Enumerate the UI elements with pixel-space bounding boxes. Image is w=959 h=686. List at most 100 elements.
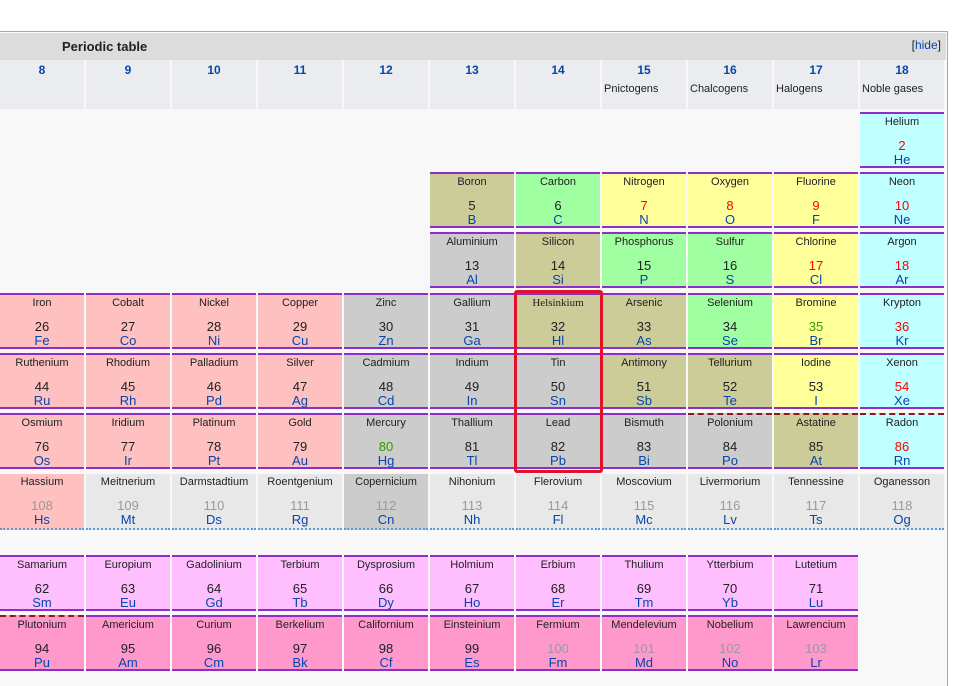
element-cell-fe[interactable]: Iron 26 Fe <box>0 293 84 349</box>
element-cell-o[interactable]: Oxygen 8 O <box>688 172 772 228</box>
group-number-link[interactable]: 13 <box>465 63 479 77</box>
element-cell-n[interactable]: Nitrogen 7 N <box>602 172 686 228</box>
group-number-link[interactable]: 15 <box>637 63 651 77</box>
group-header-cell <box>0 60 84 109</box>
element-cell-am[interactable]: Americium 95 Am <box>86 615 170 671</box>
element-cell-in[interactable]: Indium 49 In <box>430 353 514 409</box>
element-cell-ir[interactable]: Iridium 77 Ir <box>86 413 170 469</box>
atomic-number: 7 <box>640 198 648 213</box>
element-cell-ru[interactable]: Ruthenium 44 Ru <box>0 353 84 409</box>
element-cell-cd[interactable]: Cadmium 48 Cd <box>344 353 428 409</box>
element-cell-tm[interactable]: Thulium 69 Tm <box>602 555 686 611</box>
element-cell-rn[interactable]: Radon 86 Rn <box>860 413 944 469</box>
hide-link[interactable]: hide <box>914 38 938 52</box>
element-cell-ni[interactable]: Nickel 28 Ni <box>172 293 256 349</box>
element-cell-c[interactable]: Carbon 6 C <box>516 172 600 228</box>
element-cell-es[interactable]: Einsteinium 99 Es <box>430 615 514 671</box>
group-number-link[interactable]: 9 <box>124 63 132 77</box>
element-cell-mc[interactable]: Moscovium 115 Mc <box>602 474 686 530</box>
element-cell-sb[interactable]: Antimony 51 Sb <box>602 353 686 409</box>
element-cell-ho[interactable]: Holmium 67 Ho <box>430 555 514 611</box>
element-cell-bi[interactable]: Bismuth 83 Bi <box>602 413 686 469</box>
atomic-number: 27 <box>120 319 136 334</box>
element-cell-no[interactable]: Nobelium 102 No <box>688 615 772 671</box>
element-symbol: Bi <box>638 453 650 468</box>
element-name: Osmium <box>21 417 63 429</box>
element-cell-hg[interactable]: Mercury 80 Hg <box>344 413 428 469</box>
element-cell-tl[interactable]: Thallium 81 Tl <box>430 413 514 469</box>
element-cell-co[interactable]: Cobalt 27 Co <box>86 293 170 349</box>
element-cell-al[interactable]: Aluminium 13 Al <box>430 232 514 288</box>
group-number-link[interactable]: 11 <box>293 63 307 77</box>
element-cell-cn[interactable]: Copernicium 112 Cn <box>344 474 428 530</box>
element-cell-hl[interactable]: Helsinkium 32 Hl <box>516 293 600 349</box>
element-cell-si[interactable]: Silicon 14 Si <box>516 232 600 288</box>
element-cell-xe[interactable]: Xenon 54 Xe <box>860 353 944 409</box>
element-cell-po[interactable]: Polonium 84 Po <box>688 413 772 469</box>
element-cell-er[interactable]: Erbium 68 Er <box>516 555 600 611</box>
element-cell-tb[interactable]: Terbium 65 Tb <box>258 555 342 611</box>
element-cell-f[interactable]: Fluorine 9 F <box>774 172 858 228</box>
element-cell-og[interactable]: Oganesson 118 Og <box>860 474 944 530</box>
element-cell-fl[interactable]: Flerovium 114 Fl <box>516 474 600 530</box>
element-cell-fm[interactable]: Fermium 100 Fm <box>516 615 600 671</box>
element-cell-cm[interactable]: Curium 96 Cm <box>172 615 256 671</box>
group-number-link[interactable]: 14 <box>551 63 565 77</box>
element-cell-cf[interactable]: Californium 98 Cf <box>344 615 428 671</box>
element-cell-kr[interactable]: Krypton 36 Kr <box>860 293 944 349</box>
element-symbol: Eu <box>120 595 136 610</box>
element-cell-p[interactable]: Phosphorus 15 P <box>602 232 686 288</box>
atomic-number: 9 <box>812 198 820 213</box>
element-cell-mt[interactable]: Meitnerium 109 Mt <box>86 474 170 530</box>
element-cell-ne[interactable]: Neon 10 Ne <box>860 172 944 228</box>
element-cell-bk[interactable]: Berkelium 97 Bk <box>258 615 342 671</box>
element-cell-se[interactable]: Selenium 34 Se <box>688 293 772 349</box>
element-cell-ar[interactable]: Argon 18 Ar <box>860 232 944 288</box>
element-cell-cl[interactable]: Chlorine 17 Cl <box>774 232 858 288</box>
element-cell-gd[interactable]: Gadolinium 64 Gd <box>172 555 256 611</box>
element-cell-lr[interactable]: Lawrencium 103 Lr <box>774 615 858 671</box>
element-cell-br[interactable]: Bromine 35 Br <box>774 293 858 349</box>
element-cell-ga[interactable]: Gallium 31 Ga <box>430 293 514 349</box>
element-cell-te[interactable]: Tellurium 52 Te <box>688 353 772 409</box>
element-cell-lv[interactable]: Livermorium 116 Lv <box>688 474 772 530</box>
element-cell-s[interactable]: Sulfur 16 S <box>688 232 772 288</box>
group-number-link[interactable]: 16 <box>723 63 737 77</box>
element-cell-sm[interactable]: Samarium 62 Sm <box>0 555 84 611</box>
element-cell-cu[interactable]: Copper 29 Cu <box>258 293 342 349</box>
group-number-link[interactable]: 10 <box>207 63 221 77</box>
atomic-number: 110 <box>203 498 225 513</box>
element-name: Selenium <box>707 297 753 309</box>
element-cell-hs[interactable]: Hassium 108 Hs <box>0 474 84 530</box>
group-number-link[interactable]: 18 <box>895 63 909 77</box>
element-cell-pd[interactable]: Palladium 46 Pd <box>172 353 256 409</box>
element-cell-md[interactable]: Mendelevium 101 Md <box>602 615 686 671</box>
element-cell-i[interactable]: Iodine 53 I <box>774 353 858 409</box>
element-cell-ag[interactable]: Silver 47 Ag <box>258 353 342 409</box>
group-number-link[interactable]: 8 <box>38 63 46 77</box>
element-cell-rh[interactable]: Rhodium 45 Rh <box>86 353 170 409</box>
element-cell-ts[interactable]: Tennessine 117 Ts <box>774 474 858 530</box>
element-cell-as[interactable]: Arsenic 33 As <box>602 293 686 349</box>
element-cell-zn[interactable]: Zinc 30 Zn <box>344 293 428 349</box>
element-cell-dy[interactable]: Dysprosium 66 Dy <box>344 555 428 611</box>
element-cell-nh[interactable]: Nihonium 113 Nh <box>430 474 514 530</box>
element-cell-b[interactable]: Boron 5 B <box>430 172 514 228</box>
element-cell-lu[interactable]: Lutetium 71 Lu <box>774 555 858 611</box>
element-cell-eu[interactable]: Europium 63 Eu <box>86 555 170 611</box>
group-number-link[interactable]: 17 <box>809 63 823 77</box>
element-cell-at[interactable]: Astatine 85 At <box>774 413 858 469</box>
element-cell-au[interactable]: Gold 79 Au <box>258 413 342 469</box>
group-number-link[interactable]: 12 <box>379 63 393 77</box>
element-cell-os[interactable]: Osmium 76 Os <box>0 413 84 469</box>
element-name: Berkelium <box>275 619 325 631</box>
element-cell-rg[interactable]: Roentgenium 111 Rg <box>258 474 342 530</box>
element-cell-pt[interactable]: Platinum 78 Pt <box>172 413 256 469</box>
element-name: Copper <box>281 297 319 309</box>
element-cell-ds[interactable]: Darmstadtium 110 Ds <box>172 474 256 530</box>
element-cell-pu[interactable]: Plutonium 94 Pu <box>0 615 84 671</box>
element-cell-he[interactable]: Helium 2 He <box>860 112 944 168</box>
element-cell-yb[interactable]: Ytterbium 70 Yb <box>688 555 772 611</box>
element-cell-sn[interactable]: Tin 50 Sn <box>516 353 600 409</box>
element-cell-pb[interactable]: Lead 82 Pb <box>516 413 600 469</box>
